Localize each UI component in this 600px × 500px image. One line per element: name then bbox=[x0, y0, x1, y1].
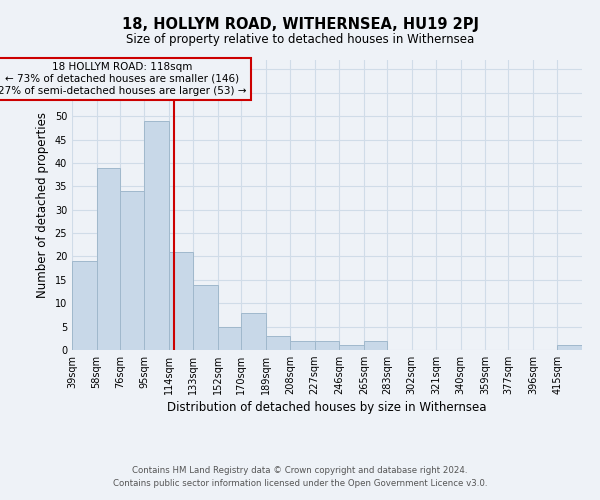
Y-axis label: Number of detached properties: Number of detached properties bbox=[36, 112, 49, 298]
Bar bbox=[97, 168, 120, 350]
Bar bbox=[557, 346, 582, 350]
Text: Size of property relative to detached houses in Withernsea: Size of property relative to detached ho… bbox=[126, 32, 474, 46]
Bar bbox=[241, 312, 266, 350]
Text: 18 HOLLYM ROAD: 118sqm
← 73% of detached houses are smaller (146)
27% of semi-de: 18 HOLLYM ROAD: 118sqm ← 73% of detached… bbox=[0, 62, 247, 96]
Bar bbox=[218, 326, 241, 350]
Bar bbox=[145, 121, 169, 350]
Bar bbox=[266, 336, 290, 350]
Bar bbox=[193, 284, 218, 350]
Text: Contains HM Land Registry data © Crown copyright and database right 2024.
Contai: Contains HM Land Registry data © Crown c… bbox=[113, 466, 487, 487]
Bar bbox=[120, 191, 145, 350]
Bar bbox=[72, 261, 97, 350]
Bar bbox=[339, 346, 364, 350]
Bar bbox=[364, 340, 387, 350]
Bar bbox=[315, 340, 339, 350]
Bar bbox=[290, 340, 315, 350]
X-axis label: Distribution of detached houses by size in Withernsea: Distribution of detached houses by size … bbox=[167, 402, 487, 414]
Text: 18, HOLLYM ROAD, WITHERNSEA, HU19 2PJ: 18, HOLLYM ROAD, WITHERNSEA, HU19 2PJ bbox=[121, 18, 479, 32]
Bar bbox=[169, 252, 193, 350]
